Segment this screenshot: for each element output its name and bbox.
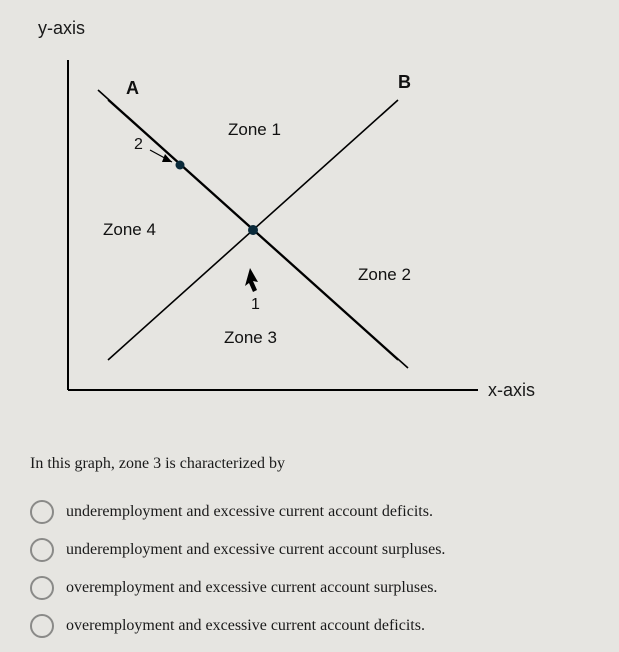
zone-3-label: Zone 3	[224, 328, 277, 348]
label-1: 1	[251, 296, 260, 314]
option-2[interactable]: underemployment and excessive current ac…	[30, 538, 590, 562]
point-2-dot	[176, 161, 185, 170]
radio-icon[interactable]	[30, 576, 54, 600]
intersection-dot	[248, 225, 258, 235]
chart-area: A B Zone 1 Zone 2 Zone 3 Zone 4 2 1	[38, 20, 508, 410]
option-4-text: overemployment and excessive current acc…	[66, 617, 425, 635]
zone-1-label: Zone 1	[228, 120, 281, 140]
x-axis-label: x-axis	[488, 380, 535, 401]
label-2: 2	[134, 136, 143, 154]
cursor-arrow-icon	[245, 268, 258, 292]
radio-icon[interactable]	[30, 500, 54, 524]
option-4[interactable]: overemployment and excessive current acc…	[30, 614, 590, 638]
zone-4-label: Zone 4	[103, 220, 156, 240]
option-1-text: underemployment and excessive current ac…	[66, 503, 433, 521]
chart-svg	[38, 20, 508, 410]
label-B: B	[398, 72, 411, 93]
option-3[interactable]: overemployment and excessive current acc…	[30, 576, 590, 600]
option-3-text: overemployment and excessive current acc…	[66, 579, 437, 597]
label-A: A	[126, 78, 139, 99]
radio-icon[interactable]	[30, 614, 54, 638]
zone-2-label: Zone 2	[358, 265, 411, 285]
radio-icon[interactable]	[30, 538, 54, 562]
question-text: In this graph, zone 3 is characterized b…	[30, 455, 285, 473]
option-1[interactable]: underemployment and excessive current ac…	[30, 500, 590, 524]
options-group: underemployment and excessive current ac…	[30, 500, 590, 652]
page: y-axis A B	[0, 0, 619, 640]
option-2-text: underemployment and excessive current ac…	[66, 541, 445, 559]
